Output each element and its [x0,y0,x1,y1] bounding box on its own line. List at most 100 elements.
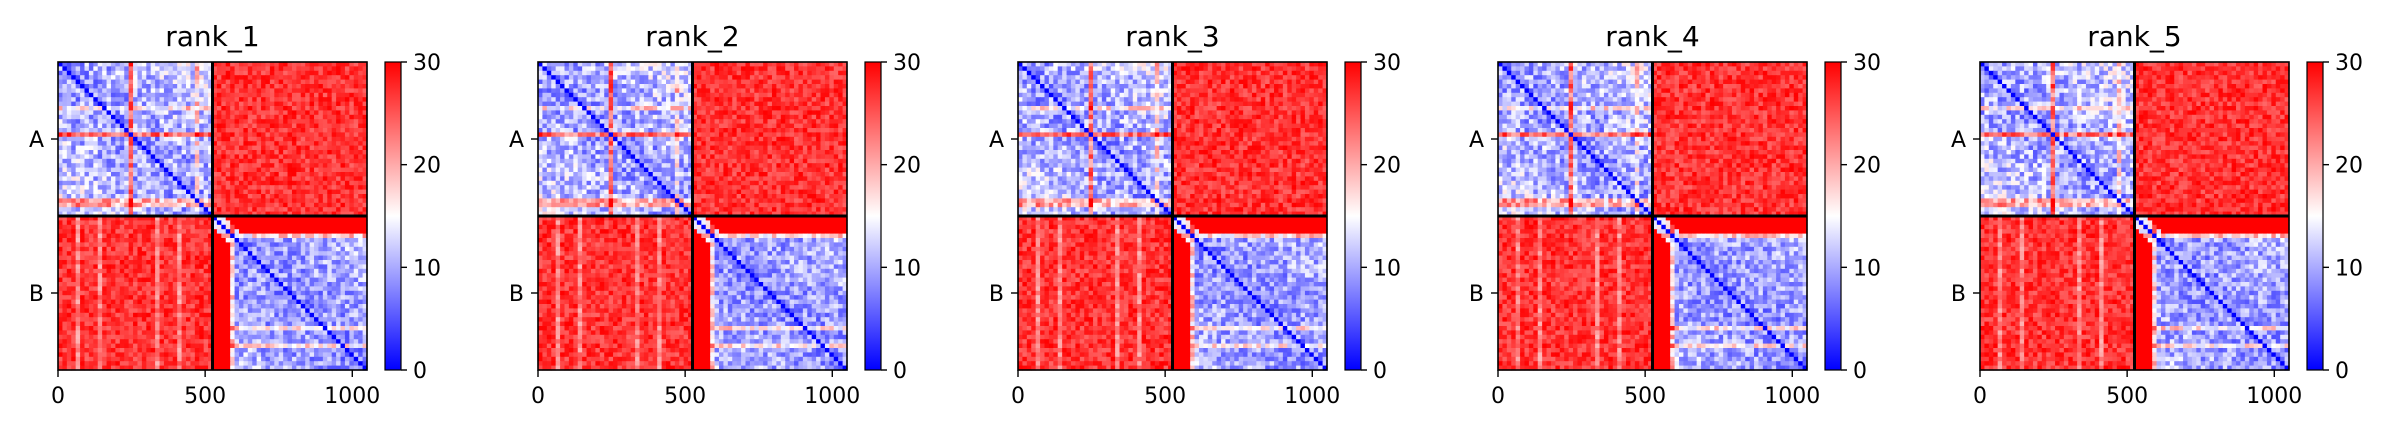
heatmap-cell [300,246,306,252]
heatmap-cell [296,352,302,358]
heatmap-cell [172,145,178,151]
heatmap-cell [163,312,169,318]
heatmap-cell [58,158,64,164]
heatmap-cell [252,246,258,252]
heatmap-cell [344,84,350,89]
heatmap-cell [758,62,764,67]
heatmap-cell [234,185,240,191]
heatmap-cell [261,246,267,252]
heatmap-cell [331,326,337,331]
heatmap-cell [172,330,178,336]
heatmap-cell [327,176,333,182]
heatmap-cell [269,268,275,274]
heatmap-cell [177,88,183,94]
heatmap-cell [97,251,103,257]
heatmap-cell [80,70,86,76]
heatmap-cell [305,290,311,296]
heatmap-cell [344,176,350,182]
heatmap-cell [256,264,262,270]
heatmap-cell [344,123,350,129]
heatmap-cell [190,334,196,340]
heatmap-cell [62,101,68,107]
heatmap-cell [265,251,271,257]
heatmap-cell [93,189,99,195]
heatmap-cell [256,326,262,331]
heatmap-cell [291,273,297,279]
heatmap-cell [106,348,112,353]
heatmap-cell [150,189,156,195]
heatmap-cell [243,70,249,76]
heatmap-cell [265,321,271,327]
heatmap-cell [172,238,178,243]
heatmap-cell [177,361,183,367]
heatmap-cell [199,255,205,261]
heatmap-cell [234,123,240,129]
heatmap-cell [265,264,271,270]
heatmap-cell [247,189,253,195]
heatmap-cell [150,299,156,305]
heatmap-cell [221,233,227,239]
heatmap-cell [362,79,368,85]
heatmap-cell [84,317,90,323]
heatmap-cell [309,114,315,120]
heatmap-cell [168,330,174,336]
heatmap-cell [344,202,350,208]
heatmap-cell [150,286,156,292]
heatmap-cell [300,150,306,155]
heatmap-cell [322,114,328,120]
heatmap-cell [102,189,108,195]
heatmap-cell [150,290,156,296]
heatmap-cell [75,141,81,147]
heatmap-cell [247,326,253,331]
heatmap-cell [137,189,143,195]
heatmap-cell [208,282,214,287]
heatmap-cell [150,304,156,309]
heatmap-cell [216,255,222,261]
heatmap-cell [362,110,368,116]
heatmap-cell [362,242,368,248]
heatmap-cell [212,62,218,67]
heatmap-cell [327,88,333,94]
heatmap-cell [238,128,244,133]
heatmap-cell [203,79,209,85]
heatmap-cell [186,229,192,235]
heatmap-cell [133,321,139,327]
heatmap-cell [300,70,306,76]
heatmap-cell [300,198,306,204]
heatmap-cell [58,268,64,274]
heatmap-cell [146,264,152,270]
heatmap-cell [336,132,342,138]
heatmap-cell [66,211,72,217]
heatmap-cell [234,70,240,76]
heatmap-cell [225,110,231,116]
heatmap-cell [314,299,320,305]
heatmap-cell [163,92,169,98]
heatmap-cell [798,62,804,67]
heatmap-cell [163,268,169,274]
heatmap-cell [362,202,368,208]
heatmap-cell [234,251,240,257]
heatmap-cell [106,92,112,98]
heatmap-cell [208,163,214,169]
heatmap-cell [278,119,284,125]
heatmap-cell [66,352,72,358]
heatmap-cell [194,202,200,208]
heatmap-cell [309,220,315,226]
heatmap-cell [203,110,209,116]
heatmap-cell [159,216,165,221]
heatmap-cell [225,334,231,340]
heatmap-cell [133,167,139,173]
heatmap-cell [331,172,337,177]
heatmap-cell [128,163,134,169]
heatmap-cell [88,242,94,248]
heatmap-cell [216,128,222,133]
heatmap-cell [62,150,68,155]
heatmap-cell [75,308,81,314]
heatmap-cell [93,75,99,81]
heatmap-cell [243,295,249,301]
heatmap-cell [291,260,297,265]
heatmap-cell [230,211,236,217]
heatmap-cell [115,295,121,301]
heatmap-cell [110,295,116,301]
heatmap-cell [309,238,315,243]
